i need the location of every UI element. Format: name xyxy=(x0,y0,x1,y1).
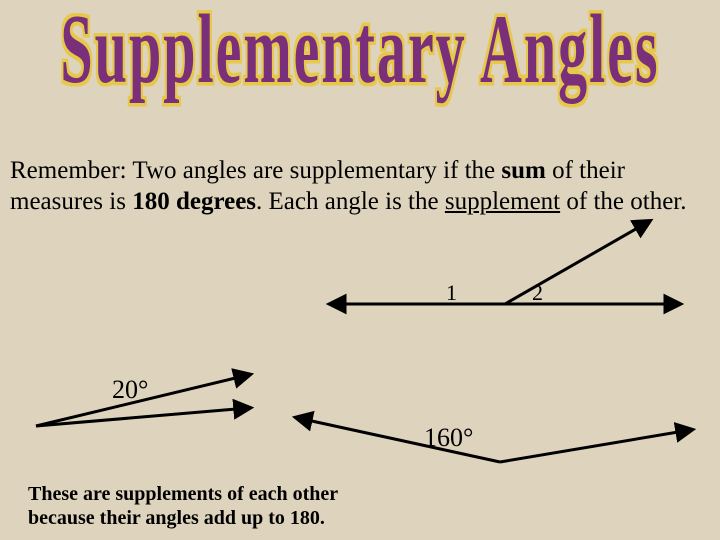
definition-supplement: supplement xyxy=(445,188,560,215)
caption-line-2: because their angles add up to 180. xyxy=(28,507,325,529)
definition-sum: sum xyxy=(501,157,545,184)
angle-160-label: 160° xyxy=(424,423,473,453)
caption-text: These are supplements of each other beca… xyxy=(28,482,408,530)
angle-1-label: 1 xyxy=(446,280,457,306)
definition-lead: Remember: Two angles are supplementary i… xyxy=(10,157,501,184)
definition-text: Remember: Two angles are supplementary i… xyxy=(10,156,710,217)
page-title: Supplementary Angles xyxy=(60,0,659,106)
angle-2-label: 2 xyxy=(532,280,543,306)
definition-mid2: . Each angle is the xyxy=(256,188,445,215)
caption-line-1: These are supplements of each other xyxy=(28,483,338,505)
definition-deg: 180 degrees xyxy=(132,188,256,215)
angle-20-label: 20° xyxy=(112,375,148,405)
definition-tail: of the other. xyxy=(560,188,686,215)
